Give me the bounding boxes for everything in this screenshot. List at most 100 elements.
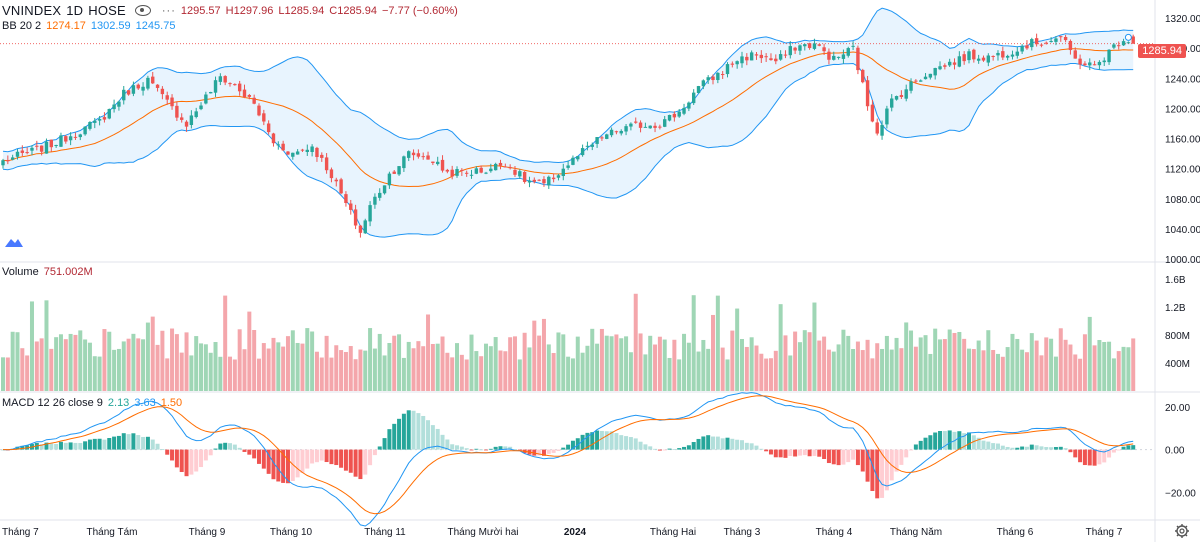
candle [146,75,150,91]
candle-body [730,63,735,65]
candle-body [484,172,488,174]
macd-histogram-bar [1068,449,1073,453]
macd-histogram-bar [189,449,194,475]
volume-bar [1044,337,1049,391]
macd-histogram-bar [928,435,933,450]
macd-histogram-bar [633,438,638,450]
price-tick-label: 1200.00 [1165,104,1200,115]
candle [749,50,754,61]
volume-bar [711,314,716,391]
interval-label[interactable]: 1D [66,3,84,18]
more-dots-icon[interactable]: ··· [161,4,176,17]
macd-histogram-bar [20,445,25,450]
volume-bar [570,358,575,391]
macd-histogram-bar [228,443,233,450]
candle [1020,44,1024,54]
macd-histogram-bar [131,433,136,450]
candle-body [754,54,759,56]
candle-body [295,151,300,155]
candle [59,132,63,148]
candle-body [122,89,126,101]
candle-body [247,94,252,97]
candle-body [431,161,435,163]
tradingview-logo-icon[interactable] [5,236,23,248]
candle-body [783,54,788,56]
macd-histogram-bar [508,446,513,450]
macd-legend[interactable]: MACD 12 26 close 9 2.13 3.63 1.50 [2,397,182,409]
candle [291,152,295,160]
macd-histogram-bar [15,446,20,450]
macd-histogram-bar [604,431,609,450]
macd-histogram-bar [73,442,78,450]
candle [102,112,107,123]
candle [368,201,372,227]
candle [1005,54,1010,61]
candle-body [996,52,1000,56]
candle-body [300,149,305,151]
macd-histogram-bar [1121,446,1126,450]
volume-bar [744,346,749,391]
volume-bar [102,329,107,391]
volume-bar [1131,338,1136,391]
bb-name: BB 20 2 [2,20,42,32]
candle [387,171,392,189]
volume-legend[interactable]: Volume 751.002M [2,266,93,278]
volume-bar [609,336,614,391]
gear-icon[interactable] [1174,523,1190,539]
macd-histogram-bar [817,449,822,457]
candle-body [600,137,604,139]
candle [745,53,749,66]
macd-histogram-bar [913,444,918,450]
volume-bar [353,359,358,391]
candle [39,145,44,156]
volume-bar [145,322,150,391]
candle [25,147,29,155]
candle [880,120,884,140]
macd-histogram-bar [305,449,310,469]
macd-histogram-bar [831,449,836,465]
candle-body [498,162,503,166]
candle [445,168,450,174]
volume-bar [261,343,266,391]
candle [262,109,266,126]
volume-bar [397,334,402,391]
time-tick-label: Tháng Năm [890,527,942,538]
candle [402,155,406,172]
candle-body [1034,38,1039,45]
volume-bar [1049,338,1054,391]
candle [537,179,541,182]
volume-bar [194,336,199,391]
candle [247,93,252,100]
macd-histogram-bar [92,438,97,450]
candle-body [561,168,565,177]
macd-histogram-bar [1082,449,1087,466]
bb-legend[interactable]: BB 20 2 1274.17 1302.59 1245.75 [2,20,175,32]
eye-icon[interactable] [134,5,151,16]
symbol-label[interactable]: VNINDEX [2,3,62,18]
macd-histogram-bar [894,449,899,472]
volume-bar [78,330,83,391]
candle [561,163,565,181]
volume-bar [556,332,561,391]
volume-bar [387,343,392,391]
candle [426,151,430,160]
candle-body [720,74,725,76]
macd-histogram-bar [319,449,324,461]
volume-name: Volume [2,266,39,278]
candle-body [943,65,947,67]
candle-body [165,95,169,100]
candle-body [237,83,242,92]
volume-bar [976,340,981,391]
volume-bar [1073,354,1078,391]
macd-histogram-bar [846,449,851,463]
candle [88,121,92,131]
candle [1092,60,1097,66]
candle-body [363,220,367,234]
candle [218,73,223,86]
candle-body [663,119,667,127]
low-value: L1285.94 [278,4,325,17]
candle [44,138,49,154]
volume-bar [942,339,947,391]
open-value: 1295.57 [180,4,221,17]
